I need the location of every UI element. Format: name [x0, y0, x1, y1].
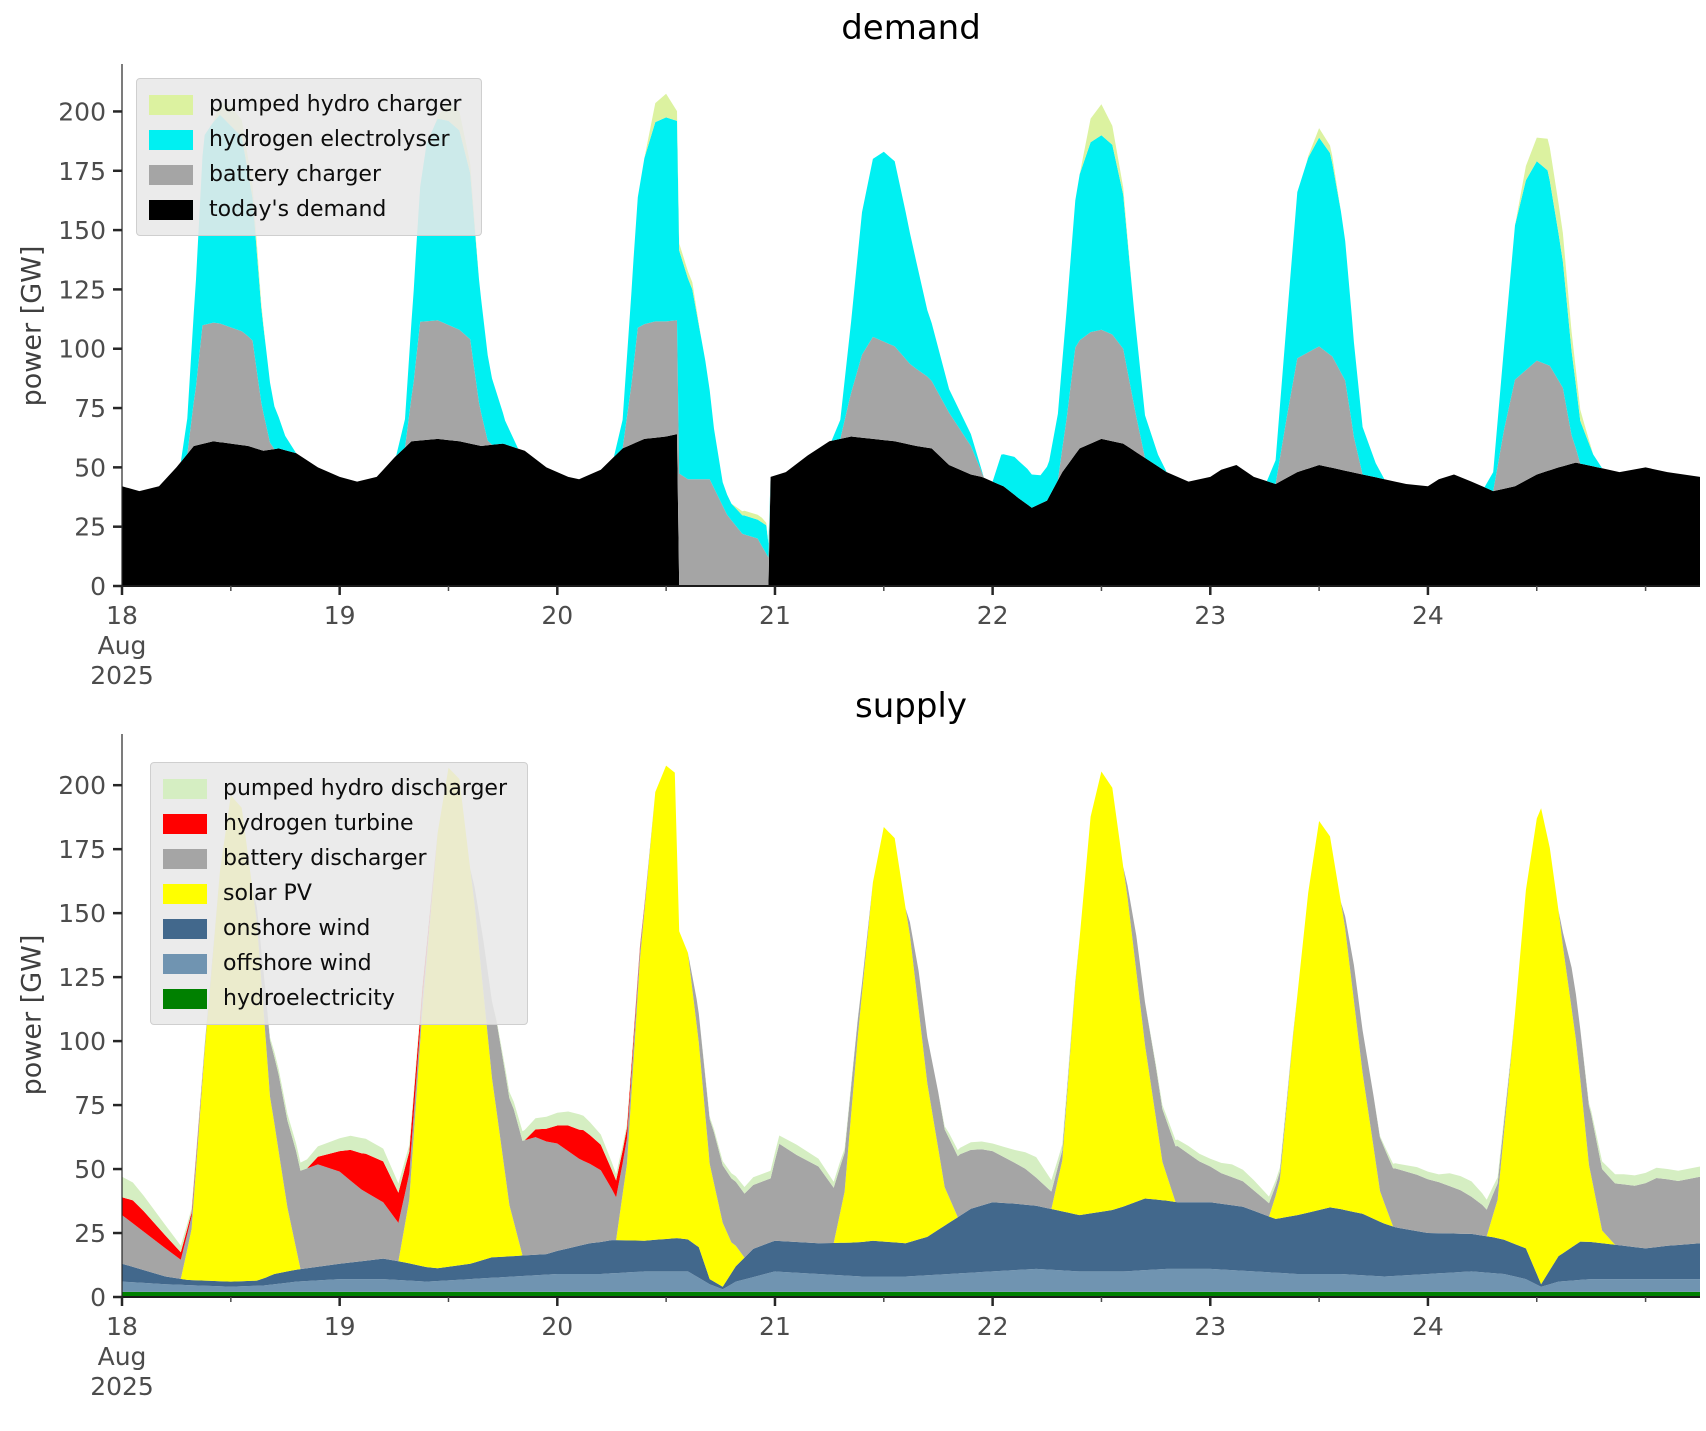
demand-legend-swatch-today-s-demand	[149, 199, 193, 220]
demand-legend-swatch-battery-charger	[149, 164, 193, 185]
supply-y-tick-75: 75	[74, 1091, 106, 1120]
supply-y-tick-125: 125	[58, 963, 106, 992]
demand-legend-swatch-hydrogen-electrolyser	[149, 129, 193, 150]
demand-x-tick-22: 22	[977, 601, 1009, 630]
supply-legend-item-battery-discharger: battery discharger	[163, 841, 507, 876]
supply-legend-label-onshore-wind: onshore wind	[223, 916, 371, 941]
demand-x-tick-sublabel-2025: 2025	[90, 661, 154, 690]
demand-y-tick-150: 150	[58, 216, 106, 245]
supply-legend-item-pumped-hydro-discharger: pumped hydro discharger	[163, 771, 507, 806]
supply-y-tick-150: 150	[58, 899, 106, 928]
demand-area-pumped-hydro-charger	[122, 93, 1700, 544]
supply-area-battery-discharger	[122, 765, 1700, 1279]
supply-y-axis-label: power [GW]	[16, 934, 48, 1096]
supply-y-tick-175: 175	[58, 835, 106, 864]
demand-legend-swatch-pumped-hydro-charger	[149, 94, 193, 115]
supply-legend-label-hydroelectricity: hydroelectricity	[223, 986, 395, 1011]
demand-legend-item-today-s-demand: today's demand	[149, 192, 461, 227]
supply-legend-item-onshore-wind: onshore wind	[163, 911, 507, 946]
supply-y-tick-0: 0	[90, 1283, 106, 1312]
supply-x-tick-22: 22	[977, 1312, 1009, 1341]
demand-y-tick-0: 0	[90, 572, 106, 601]
demand-y-tick-125: 125	[58, 275, 106, 304]
demand-legend-item-pumped-hydro-charger: pumped hydro charger	[149, 87, 461, 122]
demand-area-today-s-demand	[122, 434, 1700, 586]
supply-area-hydroelectricity	[122, 1291, 1700, 1297]
demand-x-tick-21: 21	[759, 601, 791, 630]
demand-x-tick-sublabel-aug: Aug	[98, 631, 147, 660]
demand-legend-label-hydrogen-electrolyser: hydrogen electrolyser	[209, 127, 450, 152]
supply-legend: pumped hydro discharger hydrogen turbine b…	[150, 762, 529, 1025]
demand-x-tick-20: 20	[541, 601, 573, 630]
demand-legend-label-battery-charger: battery charger	[209, 162, 382, 187]
demand-y-tick-25: 25	[74, 513, 106, 542]
supply-x-tick-19: 19	[324, 1312, 356, 1341]
supply-y-tick-100: 100	[58, 1027, 106, 1056]
supply-legend-item-hydrogen-turbine: hydrogen turbine	[163, 806, 507, 841]
supply-legend-item-hydroelectricity: hydroelectricity	[163, 981, 507, 1016]
supply-x-tick-20: 20	[541, 1312, 573, 1341]
supply-legend-label-battery-discharger: battery discharger	[223, 846, 427, 871]
supply-legend-swatch-hydroelectricity	[163, 988, 207, 1009]
demand-legend-item-hydrogen-electrolyser: hydrogen electrolyser	[149, 122, 461, 157]
supply-x-tick-23: 23	[1194, 1312, 1226, 1341]
supply-legend-swatch-battery-discharger	[163, 848, 207, 869]
supply-legend-label-offshore-wind: offshore wind	[223, 951, 372, 976]
demand-legend-item-battery-charger: battery charger	[149, 157, 461, 192]
supply-plot-area: 0 25 50 75 100 125 150 175 200 18 Aug 2025 19 20 21 22 2…	[58, 734, 1700, 1401]
supply-area-offshore-wind	[122, 1268, 1700, 1292]
demand-area-battery-charger	[122, 320, 1700, 586]
supply-x-tick-sublabel-aug: Aug	[98, 1342, 147, 1371]
supply-legend-swatch-onshore-wind	[163, 918, 207, 939]
supply-legend-swatch-pumped-hydro-discharger	[163, 778, 207, 799]
demand-x-tick-23: 23	[1194, 601, 1226, 630]
supply-x-tick-18: 18	[106, 1312, 138, 1341]
demand-y-tick-50: 50	[74, 453, 106, 482]
demand-x-tick-19: 19	[324, 601, 356, 630]
supply-legend-label-pumped-hydro-discharger: pumped hydro discharger	[223, 776, 508, 801]
supply-area-solar-pv	[122, 765, 1700, 1287]
supply-y-tick-200: 200	[58, 771, 106, 800]
demand-chart-title: demand	[841, 8, 981, 48]
supply-legend-item-offshore-wind: offshore wind	[163, 946, 507, 981]
supply-area-onshore-wind	[122, 1198, 1700, 1290]
demand-y-axis-label: power [GW]	[16, 245, 48, 407]
demand-legend: pumped hydro charger hydrogen electrolyse…	[136, 78, 483, 236]
demand-area-hydrogen-electrolyser	[122, 114, 1700, 558]
demand-y-tick-200: 200	[58, 97, 106, 126]
demand-y-tick-75: 75	[74, 394, 106, 423]
supply-y-tick-25: 25	[74, 1219, 106, 1248]
supply-x-tick-24: 24	[1412, 1312, 1444, 1341]
demand-legend-label-today-s-demand: today's demand	[209, 197, 387, 222]
supply-legend-label-solar-pv: solar PV	[223, 881, 312, 906]
supply-legend-swatch-hydrogen-turbine	[163, 813, 207, 834]
supply-x-tick-21: 21	[759, 1312, 791, 1341]
supply-legend-label-hydrogen-turbine: hydrogen turbine	[223, 811, 414, 836]
supply-y-tick-50: 50	[74, 1155, 106, 1184]
supply-legend-swatch-offshore-wind	[163, 953, 207, 974]
demand-plot-area: 0 25 50 75 100 125 150 175 200 18 Aug 2025 19 20 21 22 2…	[58, 64, 1700, 690]
supply-legend-swatch-solar-pv	[163, 883, 207, 904]
demand-x-tick-18: 18	[106, 601, 138, 630]
supply-chart-title: supply	[855, 686, 967, 726]
supply-legend-item-solar-pv: solar PV	[163, 876, 507, 911]
demand-y-tick-100: 100	[58, 335, 106, 364]
demand-y-tick-175: 175	[58, 157, 106, 186]
supply-x-tick-sublabel-2025: 2025	[90, 1372, 154, 1401]
demand-x-tick-24: 24	[1412, 601, 1444, 630]
demand-legend-label-pumped-hydro-charger: pumped hydro charger	[209, 92, 462, 117]
